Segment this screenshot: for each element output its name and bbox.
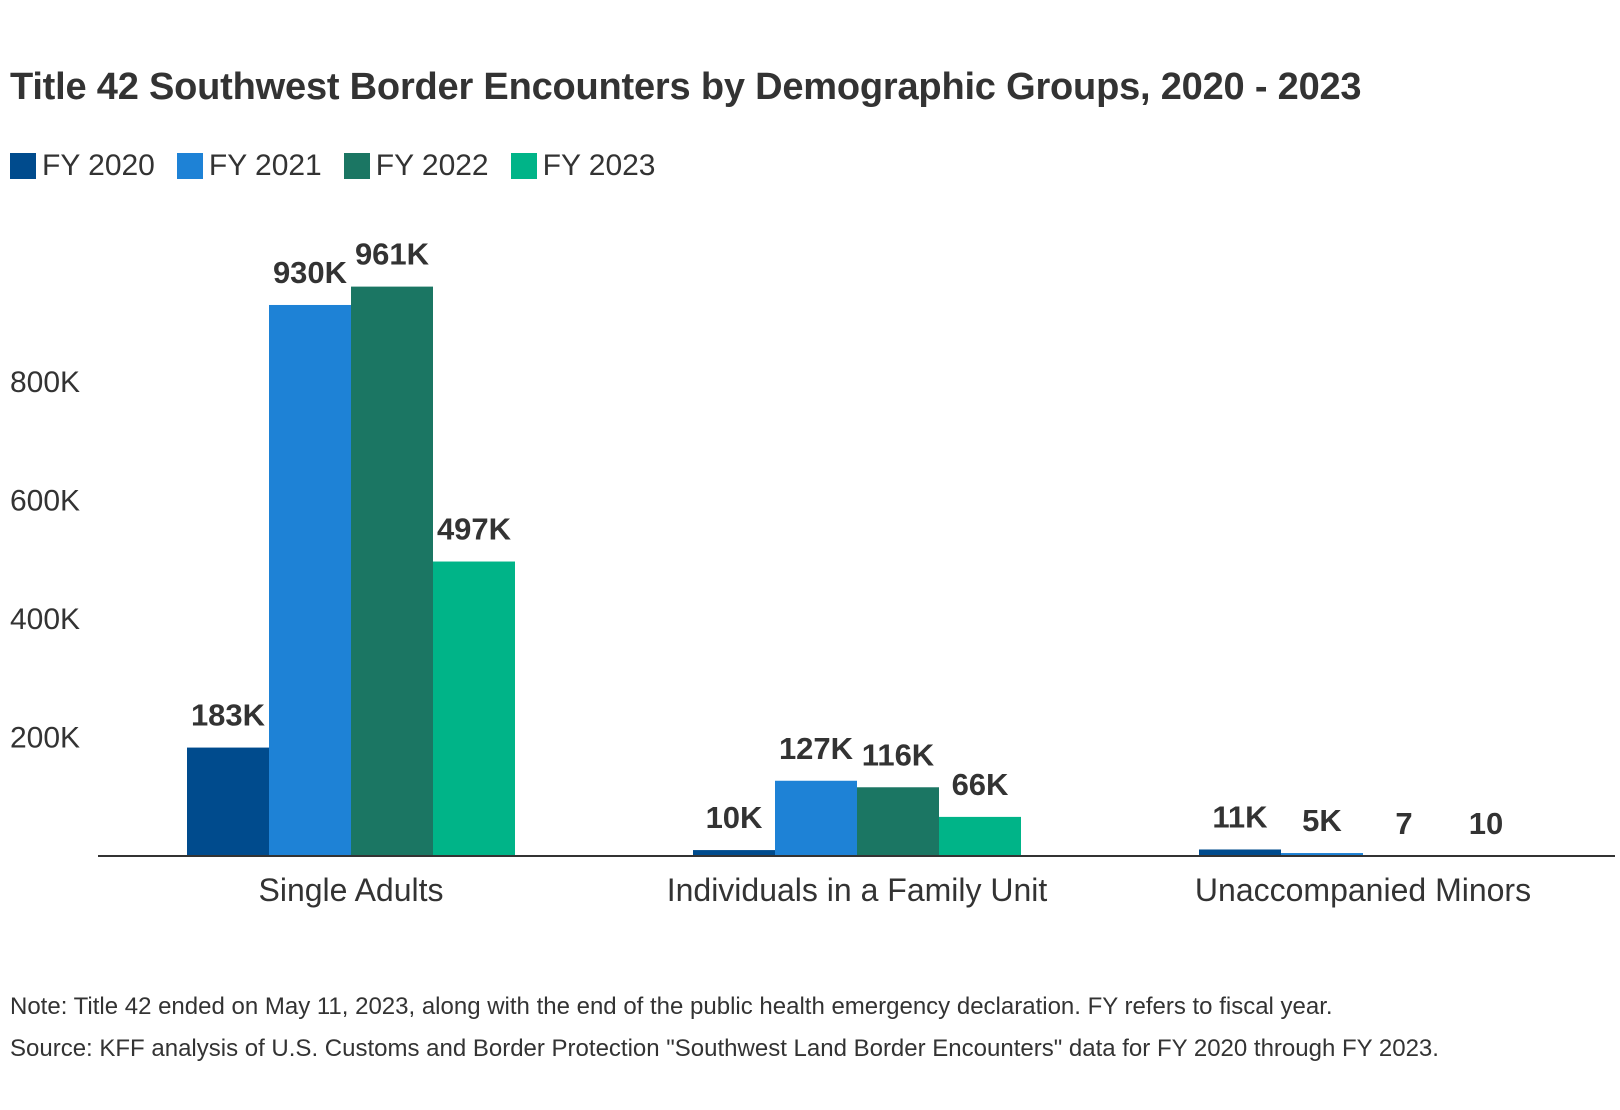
data-label: 183K xyxy=(191,698,266,733)
y-tick-label: 600K xyxy=(10,485,80,518)
bar xyxy=(693,850,775,856)
data-label: 11K xyxy=(1212,799,1268,834)
bar xyxy=(187,747,269,856)
legend-item-fy2023[interactable]: FY 2023 xyxy=(510,149,656,183)
data-label: 5K xyxy=(1302,803,1342,838)
legend-item-fy2022[interactable]: FY 2022 xyxy=(343,149,489,183)
bar xyxy=(1281,853,1363,856)
data-label: 961K xyxy=(355,237,430,272)
bar xyxy=(433,561,515,856)
legend-swatch-fy2020 xyxy=(10,153,36,179)
legend-swatch-fy2022 xyxy=(343,153,370,179)
chart-title: Title 42 Southwest Border Encounters by … xyxy=(10,66,1362,108)
y-tick-label: 400K xyxy=(10,603,80,636)
legend-label-fy2020: FY 2020 xyxy=(42,149,155,182)
x-tick-label: Individuals in a Family Unit xyxy=(667,872,1048,908)
bar xyxy=(939,816,1021,856)
bar xyxy=(857,787,939,856)
chart-source: Source: KFF analysis of U.S. Customs and… xyxy=(10,1035,1439,1062)
legend-item-fy2020[interactable]: FY 2020 xyxy=(10,149,155,183)
data-label: 497K xyxy=(437,512,512,547)
legend-item-fy2021[interactable]: FY 2021 xyxy=(176,149,322,183)
data-label: 10K xyxy=(706,800,763,835)
bar xyxy=(775,780,857,856)
bar xyxy=(269,304,351,857)
bar xyxy=(351,286,433,856)
y-tick-label: 800K xyxy=(10,366,80,399)
legend-label-fy2022: FY 2022 xyxy=(375,149,489,182)
legend-label-fy2021: FY 2021 xyxy=(208,149,322,182)
data-label: 127K xyxy=(779,731,854,766)
legend-swatch-fy2023 xyxy=(510,153,537,179)
bar xyxy=(1199,849,1281,856)
y-tick-label: 200K xyxy=(10,722,80,755)
data-label: 930K xyxy=(273,255,348,290)
legend-label-fy2023: FY 2023 xyxy=(542,149,656,182)
x-tick-label: Unaccompanied Minors xyxy=(1195,872,1531,908)
x-tick-label: Single Adults xyxy=(258,872,443,908)
data-label: 10 xyxy=(1469,806,1503,841)
chart-legend: FY 2020 FY 2021 FY 2022 FY 2023 xyxy=(10,146,678,186)
chart-note: Note: Title 42 ended on May 11, 2023, al… xyxy=(10,993,1333,1020)
data-label: 7 xyxy=(1395,806,1412,841)
data-label: 66K xyxy=(952,767,1009,802)
data-label: 116K xyxy=(862,737,935,772)
legend-swatch-fy2021 xyxy=(176,153,203,179)
